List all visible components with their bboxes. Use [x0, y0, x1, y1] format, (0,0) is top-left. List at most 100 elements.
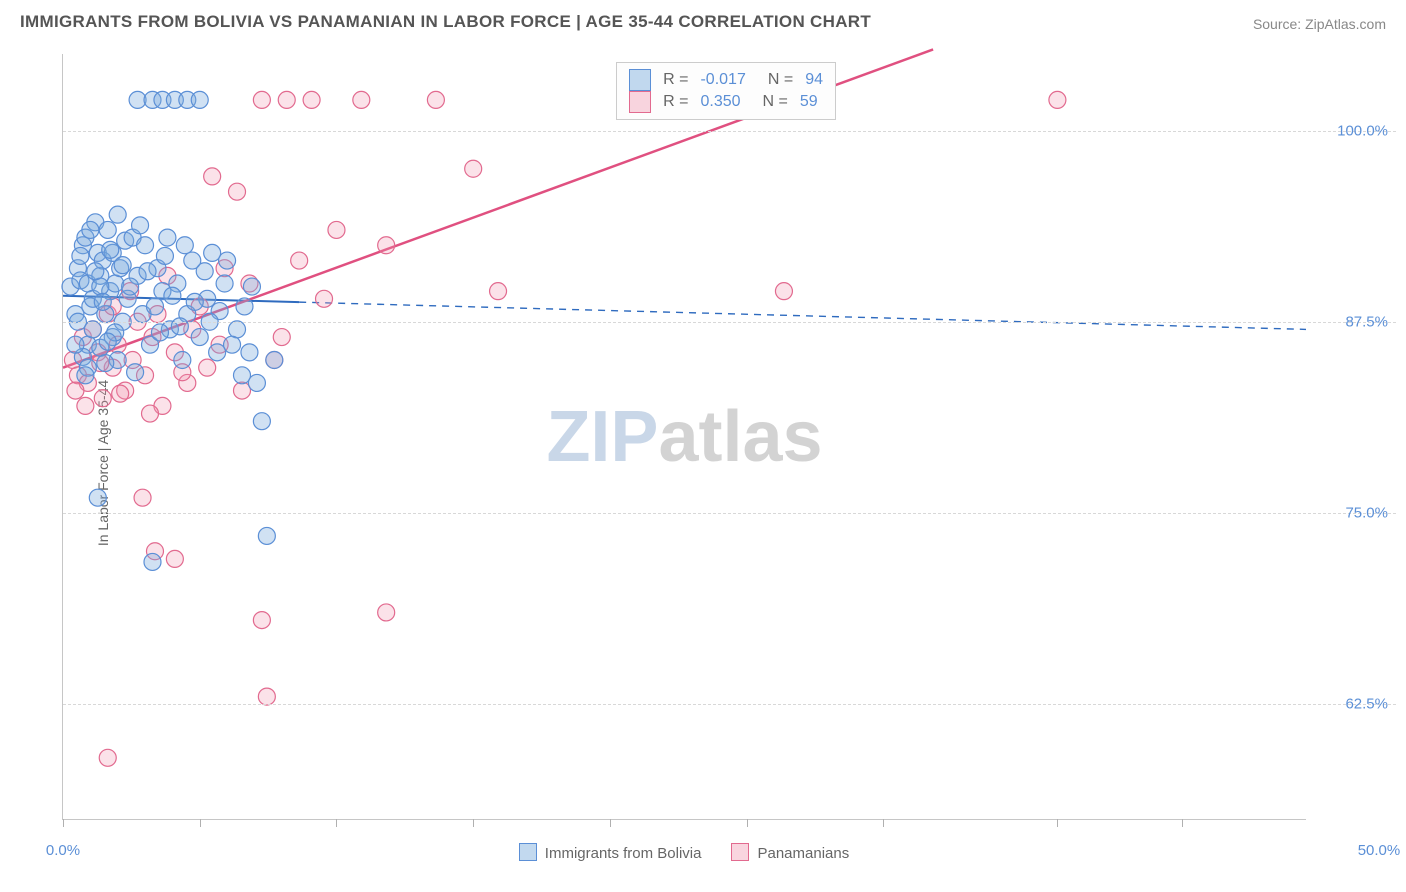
data-point	[114, 257, 131, 274]
data-point	[109, 206, 126, 223]
data-point	[775, 283, 792, 300]
y-tick-label: 75.0%	[1310, 505, 1388, 522]
r-label: R =	[663, 71, 688, 89]
data-point	[92, 278, 109, 295]
data-point	[94, 390, 111, 407]
data-point	[233, 367, 250, 384]
data-point	[77, 367, 94, 384]
legend-stats-row: R = -0.017 N = 94	[629, 69, 823, 91]
gridline-h	[63, 131, 1396, 132]
n-label: N =	[763, 93, 788, 111]
data-point	[427, 91, 444, 108]
data-point	[94, 293, 111, 310]
data-point	[196, 263, 213, 280]
data-point	[186, 293, 203, 310]
data-point	[89, 489, 106, 506]
data-point	[204, 168, 221, 185]
data-point	[166, 550, 183, 567]
data-point	[102, 241, 119, 258]
data-point	[67, 336, 84, 353]
chart-area: In Labor Force | Age 35-44 ZIPatlas R =-…	[20, 46, 1396, 880]
data-point	[112, 385, 129, 402]
data-point	[328, 221, 345, 238]
legend-swatch	[629, 69, 651, 91]
r-label: R =	[663, 93, 688, 111]
data-point	[465, 160, 482, 177]
data-point	[209, 344, 226, 361]
gridline-h	[63, 513, 1396, 514]
data-point	[159, 229, 176, 246]
x-tick	[1182, 819, 1183, 827]
data-point	[176, 237, 193, 254]
data-point	[174, 352, 191, 369]
data-point	[278, 91, 295, 108]
data-point	[253, 612, 270, 629]
data-point	[216, 275, 233, 292]
data-point	[142, 405, 159, 422]
x-tick	[883, 819, 884, 827]
data-point	[236, 298, 253, 315]
data-point	[229, 321, 246, 338]
data-point	[146, 298, 163, 315]
scatter-plot: ZIPatlas R =-0.017N =94R =0.350N =59 0.0…	[62, 54, 1306, 820]
gridline-h	[63, 322, 1396, 323]
data-point	[191, 329, 208, 346]
n-value: 94	[805, 71, 823, 89]
data-point	[248, 374, 265, 391]
data-point	[67, 382, 84, 399]
x-tick	[473, 819, 474, 827]
data-point	[229, 183, 246, 200]
data-point	[233, 382, 250, 399]
data-point	[224, 336, 241, 353]
data-point	[378, 604, 395, 621]
data-point	[132, 217, 149, 234]
n-label: N =	[768, 71, 793, 89]
data-point	[87, 263, 104, 280]
y-tick-label: 100.0%	[1310, 122, 1388, 139]
data-point	[82, 221, 99, 238]
data-point	[378, 237, 395, 254]
data-point	[156, 247, 173, 264]
data-point	[139, 263, 156, 280]
r-value: -0.017	[700, 71, 745, 89]
x-tick	[63, 819, 64, 827]
data-point	[99, 749, 116, 766]
source-label: Source: ZipAtlas.com	[1253, 16, 1386, 32]
data-point	[316, 290, 333, 307]
data-point	[127, 364, 144, 381]
data-point	[191, 91, 208, 108]
x-tick	[1057, 819, 1058, 827]
series-legend-label: Immigrants from Bolivia	[545, 845, 702, 862]
data-point	[164, 287, 181, 304]
data-point	[266, 352, 283, 369]
chart-title: IMMIGRANTS FROM BOLIVIA VS PANAMANIAN IN…	[20, 12, 871, 32]
data-point	[204, 244, 221, 261]
n-value: 59	[800, 93, 818, 111]
series-legend: Immigrants from Bolivia Panamanians	[62, 843, 1306, 862]
data-point	[1049, 91, 1066, 108]
x-tick	[610, 819, 611, 827]
x-tick	[336, 819, 337, 827]
data-point	[134, 489, 151, 506]
data-point	[77, 397, 94, 414]
data-point	[99, 221, 116, 238]
data-point	[241, 344, 258, 361]
data-point	[219, 252, 236, 269]
data-point	[107, 275, 124, 292]
y-tick-label: 87.5%	[1310, 313, 1388, 330]
legend-swatch	[731, 843, 749, 861]
data-point	[291, 252, 308, 269]
data-point	[273, 329, 290, 346]
data-point	[490, 283, 507, 300]
data-point	[72, 247, 89, 264]
data-point	[253, 413, 270, 430]
series-legend-label: Panamanians	[757, 845, 849, 862]
data-point	[303, 91, 320, 108]
r-value: 0.350	[700, 93, 740, 111]
x-tick	[200, 819, 201, 827]
data-point	[144, 553, 161, 570]
data-point	[84, 321, 101, 338]
data-point	[258, 688, 275, 705]
y-tick-label: 62.5%	[1310, 696, 1388, 713]
data-point	[199, 359, 216, 376]
